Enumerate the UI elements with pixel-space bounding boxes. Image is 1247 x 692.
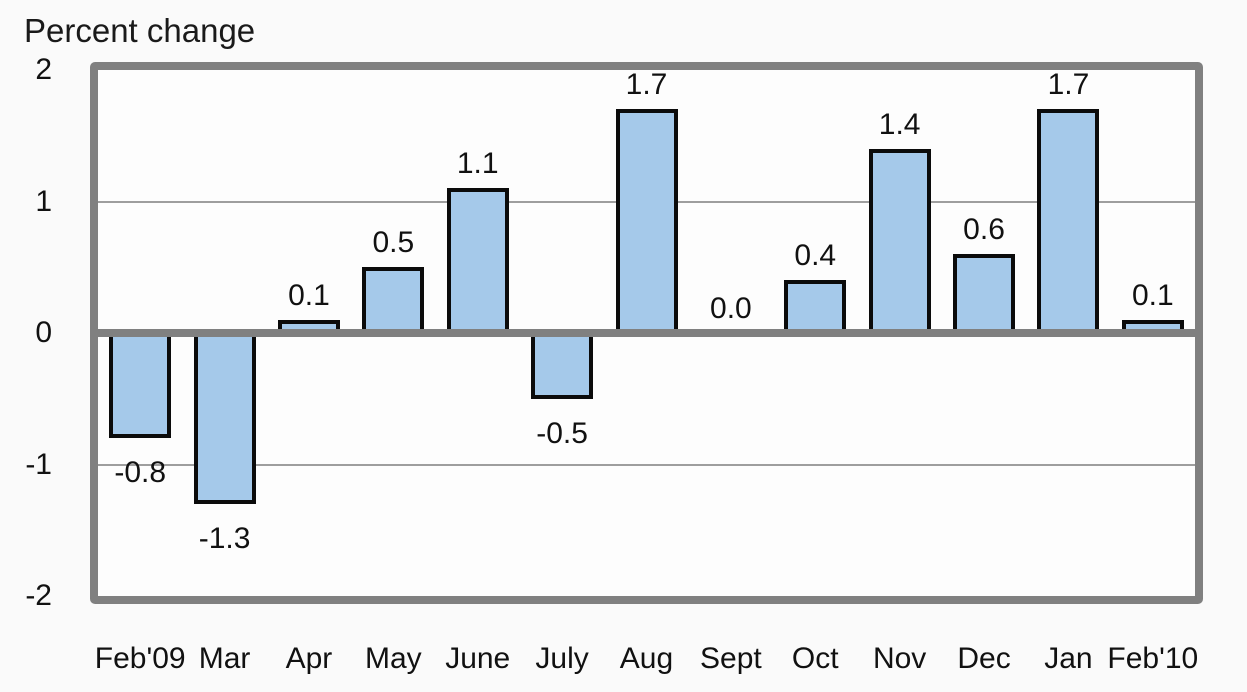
bar <box>615 109 678 337</box>
bar-value-label: 0.1 <box>288 278 330 312</box>
bar <box>109 329 172 439</box>
x-tick-label: Sept <box>700 642 762 675</box>
bar-value-label: 1.1 <box>456 147 499 181</box>
x-tick-label: July <box>535 642 589 675</box>
bar <box>953 254 1016 337</box>
gridline <box>98 463 1195 466</box>
bar <box>362 267 425 337</box>
x-tick-label: Oct <box>791 642 839 675</box>
y-tick-label: 0 <box>35 316 52 349</box>
bar-value-label: 0.0 <box>710 292 752 325</box>
plot-area: -0.8 -1.3 0.1 0.5 1.1 -0.5 1.7 0.0 0.4 1.4 0.6 1.7 0… <box>90 62 1203 604</box>
bar-value-label: 1.7 <box>625 68 668 102</box>
x-tick-label: Feb'09 <box>94 642 186 675</box>
y-tick-label: 2 <box>35 53 52 86</box>
x-tick-label: Apr <box>285 642 333 675</box>
bar-value-label: -0.5 <box>536 416 588 450</box>
bar-value-label: -0.8 <box>114 456 167 490</box>
zero-line <box>98 329 1195 337</box>
bar-value-label: 1.4 <box>878 107 921 141</box>
chart-title: Percent change <box>24 12 256 49</box>
y-tick-label: -2 <box>25 579 52 612</box>
bar-value-label: -1.3 <box>198 521 251 555</box>
bar <box>784 280 847 337</box>
bar-value-label: 0.4 <box>794 239 837 273</box>
x-tick-label: Aug <box>619 642 674 675</box>
bar-value-label: 1.7 <box>1047 68 1090 102</box>
bar <box>531 329 594 399</box>
bar <box>868 148 931 337</box>
y-tick-label: -1 <box>25 447 52 481</box>
bar-value-label: 0.1 <box>1131 278 1174 312</box>
x-tick-label: June <box>445 642 511 675</box>
y-tick-label: 1 <box>35 184 52 218</box>
bar <box>193 329 256 504</box>
bar-value-label: 0.5 <box>372 226 415 260</box>
x-tick-label: Dec <box>957 642 1011 675</box>
bar <box>446 188 509 337</box>
bar-value-label: 0.6 <box>963 213 1005 247</box>
x-tick-label: Mar <box>198 642 251 675</box>
x-tick-label: Feb'10 <box>1107 642 1199 675</box>
x-tick-label: May <box>365 642 422 675</box>
x-tick-label: Nov <box>872 642 927 675</box>
x-tick-label: Jan <box>1044 642 1093 675</box>
bar <box>1037 109 1100 337</box>
